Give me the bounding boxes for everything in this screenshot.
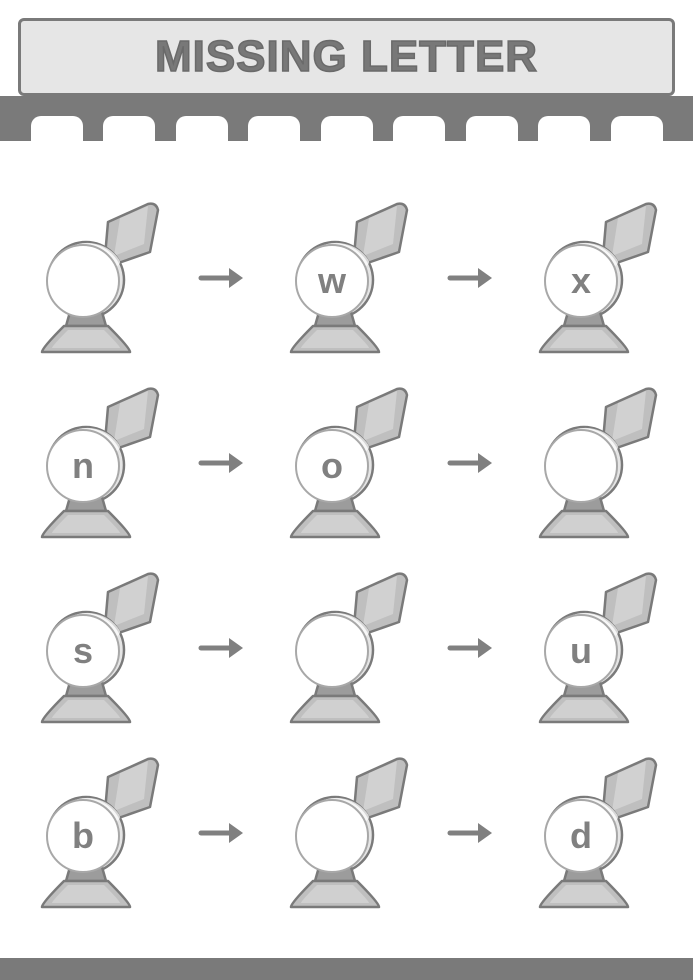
horn-cell: s xyxy=(30,570,165,725)
horn-cell xyxy=(279,570,414,725)
letter-bubble: b xyxy=(46,799,120,873)
letter-bubble: x xyxy=(544,244,618,318)
header-notch xyxy=(393,116,445,142)
header-notch xyxy=(248,116,300,142)
letter-label: w xyxy=(318,260,346,302)
letter-label: x xyxy=(571,260,591,302)
header-notch xyxy=(31,116,83,142)
horn-cell: x xyxy=(528,200,663,355)
worksheet-content: wxnosubd xyxy=(0,160,693,950)
letter-label: s xyxy=(73,630,93,672)
letter-bubble: o xyxy=(295,429,369,503)
sequence-row: su xyxy=(30,570,663,725)
arrow-icon xyxy=(193,633,251,663)
arrow-icon xyxy=(442,263,500,293)
letter-bubble: u xyxy=(544,614,618,688)
missing-letter-blank[interactable] xyxy=(46,244,120,318)
header-notch xyxy=(321,116,373,142)
missing-letter-blank[interactable] xyxy=(544,429,618,503)
worksheet-header: Missing Letter xyxy=(0,0,693,146)
sequence-row: no xyxy=(30,385,663,540)
header-notch xyxy=(176,116,228,142)
letter-label: o xyxy=(321,445,343,487)
horn-cell: w xyxy=(279,200,414,355)
letter-bubble: d xyxy=(544,799,618,873)
letter-label: n xyxy=(72,445,94,487)
letter-label: u xyxy=(570,630,592,672)
header-notch xyxy=(611,116,663,142)
arrow-icon xyxy=(442,448,500,478)
footer-strip xyxy=(0,958,693,980)
arrow-icon xyxy=(193,263,251,293)
arrow-icon xyxy=(193,448,251,478)
horn-cell xyxy=(30,200,165,355)
header-notch xyxy=(103,116,155,142)
header-notch xyxy=(538,116,590,142)
missing-letter-blank[interactable] xyxy=(295,799,369,873)
arrow-icon xyxy=(442,633,500,663)
letter-label: d xyxy=(570,815,592,857)
title-bar: Missing Letter xyxy=(18,18,675,96)
horn-cell: o xyxy=(279,385,414,540)
horn-cell: u xyxy=(528,570,663,725)
horn-cell xyxy=(279,755,414,910)
horn-cell: b xyxy=(30,755,165,910)
header-notch xyxy=(466,116,518,142)
horn-cell: d xyxy=(528,755,663,910)
header-notches xyxy=(0,128,693,154)
horn-cell xyxy=(528,385,663,540)
missing-letter-blank[interactable] xyxy=(295,614,369,688)
letter-bubble: w xyxy=(295,244,369,318)
arrow-icon xyxy=(193,818,251,848)
horn-cell: n xyxy=(30,385,165,540)
sequence-row: wx xyxy=(30,200,663,355)
letter-label: b xyxy=(72,815,94,857)
letter-bubble: s xyxy=(46,614,120,688)
sequence-row: bd xyxy=(30,755,663,910)
title-text: Missing Letter xyxy=(155,32,538,82)
arrow-icon xyxy=(442,818,500,848)
letter-bubble: n xyxy=(46,429,120,503)
